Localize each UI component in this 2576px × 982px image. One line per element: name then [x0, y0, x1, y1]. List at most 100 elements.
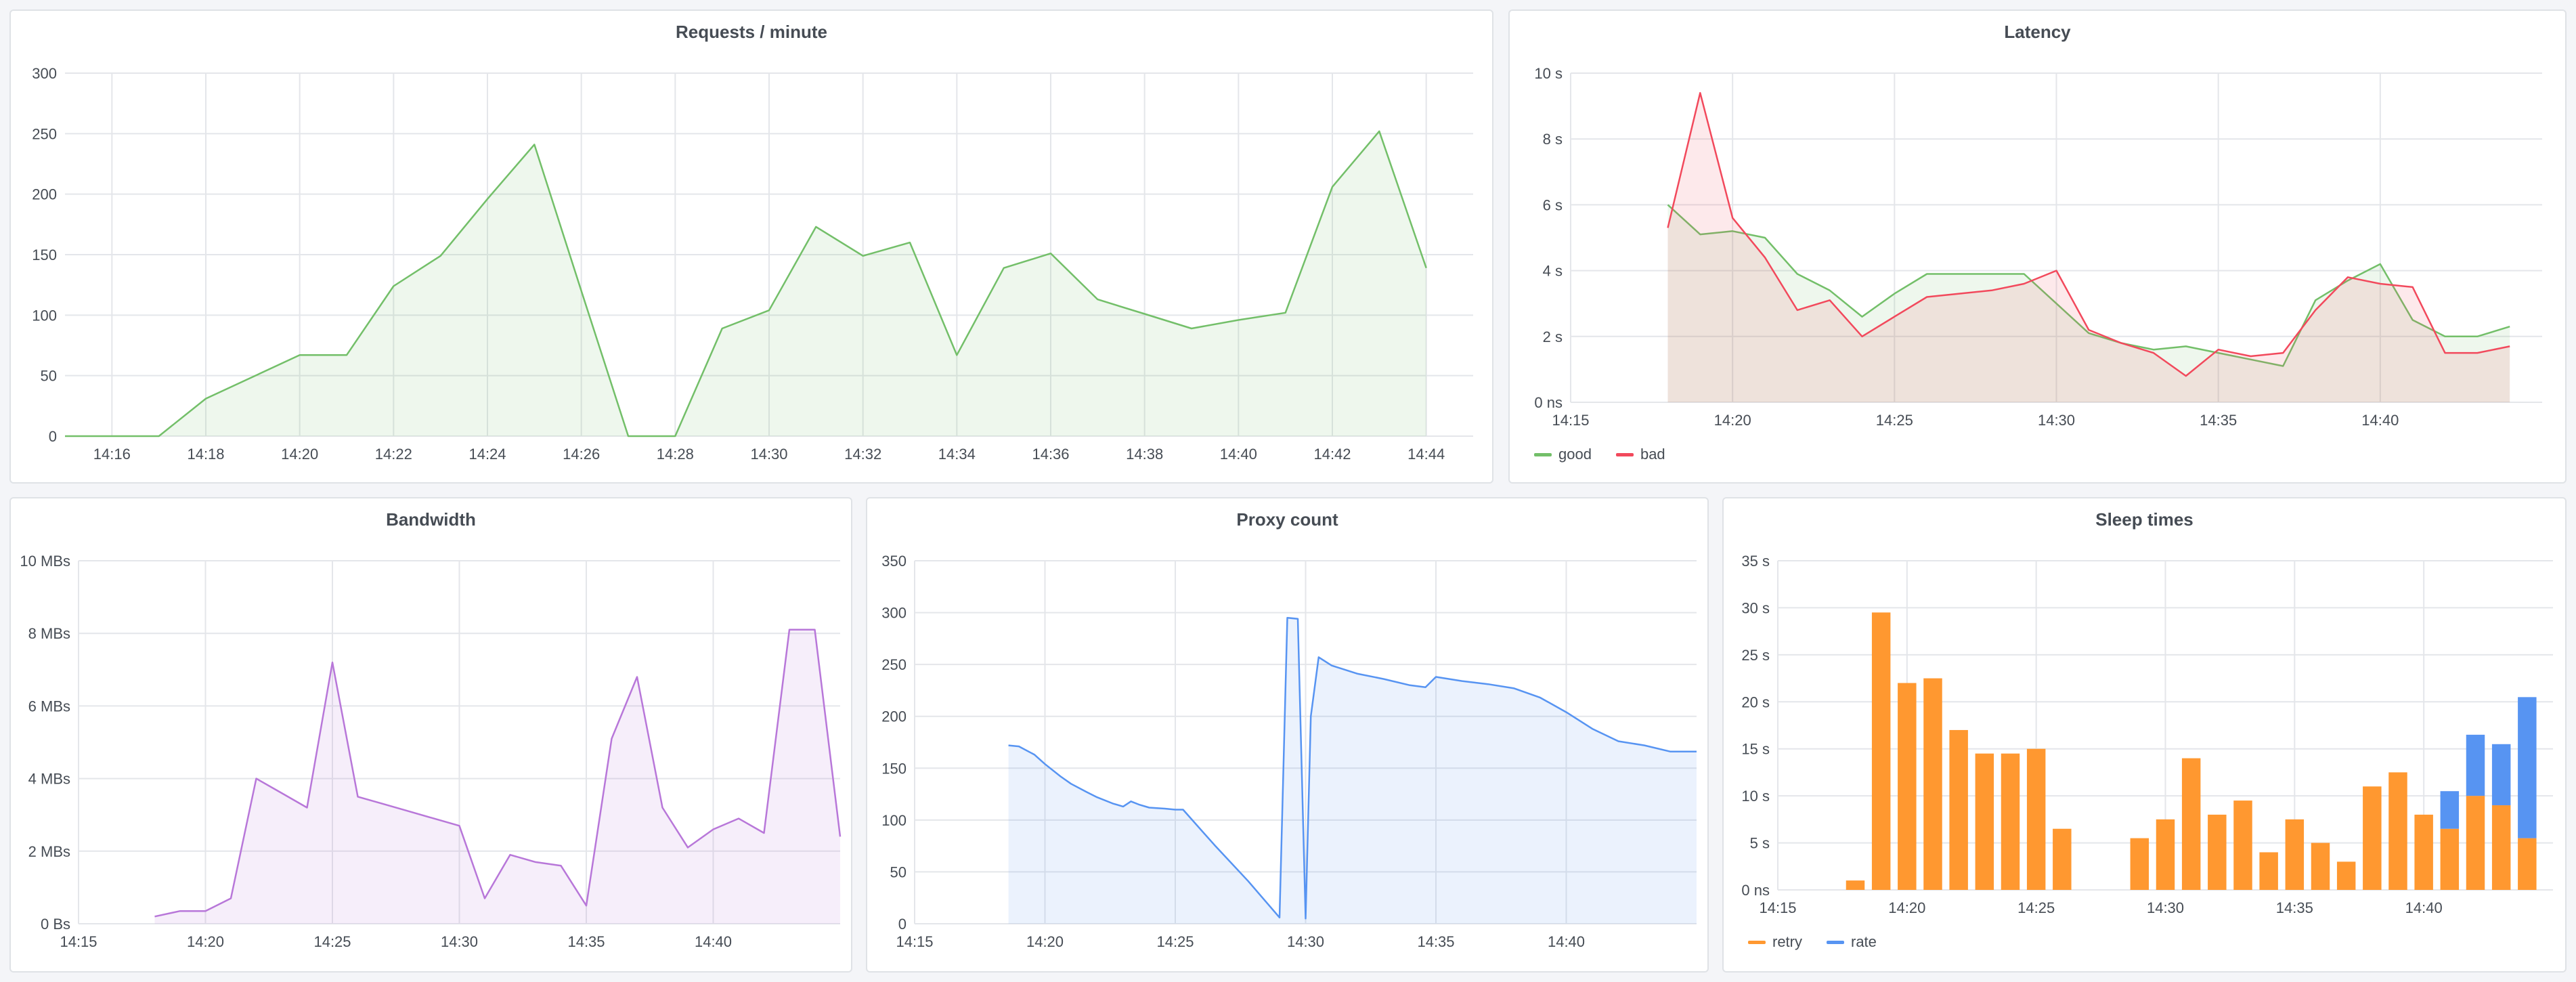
proxy-panel: Proxy count 0 50 100 150 200 250 300 350 14:15 14… — [866, 497, 1709, 973]
bar-retry[interactable] — [2285, 819, 2305, 890]
bar-retry[interactable] — [1975, 753, 1994, 890]
bar-retry[interactable] — [2518, 838, 2537, 890]
series-line-bad[interactable] — [1667, 91, 2510, 377]
bar-retry[interactable] — [1923, 678, 1942, 890]
proxy-chart: 0 50 100 150 200 250 300 350 14:15 14:20 14:25 14:3… — [881, 553, 1697, 950]
y-tick-label: 10 s — [1741, 788, 1770, 805]
legend: retry rate — [1748, 933, 1877, 951]
y-tick-label: 200 — [32, 186, 57, 203]
x-tick-label: 14:30 — [2147, 899, 2184, 916]
x-tick-label: 14:20 — [1026, 933, 1064, 950]
series-area — [65, 131, 1426, 437]
x-tick-label: 14:15 — [60, 933, 97, 950]
y-tick-label: 150 — [32, 247, 57, 263]
bar-rate[interactable] — [2466, 734, 2485, 796]
x-tick-label: 14:20 — [281, 446, 318, 463]
legend-label: bad — [1640, 446, 1665, 463]
bar-retry[interactable] — [1898, 683, 1917, 890]
legend-label: good — [1558, 446, 1592, 463]
bar-retry[interactable] — [1846, 880, 1865, 890]
y-tick-label: 0 — [49, 428, 57, 445]
bar-retry[interactable] — [2491, 805, 2511, 890]
y-tick-label: 6 s — [1543, 196, 1563, 213]
bar-retry[interactable] — [2001, 753, 2020, 890]
y-tick-label: 4 MBs — [28, 771, 70, 788]
bar-retry[interactable] — [2336, 861, 2356, 890]
x-tick-label: 14:30 — [441, 933, 478, 950]
x-tick-label: 14:26 — [563, 446, 600, 463]
series-line[interactable] — [154, 628, 842, 918]
x-tick-label: 14:36 — [1032, 446, 1069, 463]
panel-title: Sleep times — [2095, 509, 2193, 530]
x-tick-label: 14:25 — [313, 933, 351, 950]
bar-rate[interactable] — [2491, 744, 2511, 806]
x-tick-label: 14:20 — [1888, 899, 1925, 916]
x-tick-label: 14:15 — [896, 933, 933, 950]
bar-retry[interactable] — [2233, 800, 2252, 890]
bar-retry[interactable] — [2130, 838, 2149, 890]
series-line[interactable] — [65, 130, 1427, 437]
y-tick-label: 0 ns — [1534, 394, 1563, 411]
y-tick-label: 2 s — [1543, 328, 1563, 345]
bar-retry[interactable] — [2259, 852, 2278, 890]
x-tick-label: 14:35 — [1417, 933, 1454, 950]
bar-rate[interactable] — [2518, 697, 2537, 838]
y-tick-label: 10 MBs — [20, 553, 70, 570]
x-tick-label: 14:42 — [1313, 446, 1351, 463]
x-tick-label: 14:30 — [1287, 933, 1324, 950]
x-tick-label: 14:44 — [1407, 446, 1445, 463]
legend-swatch — [1827, 940, 1844, 944]
y-tick-label: 30 s — [1741, 599, 1770, 616]
y-tick-label: 100 — [881, 812, 907, 829]
legend-swatch — [1748, 940, 1766, 944]
series-area — [154, 629, 840, 924]
y-tick-label: 250 — [32, 125, 57, 142]
x-tick-label: 14:22 — [375, 446, 412, 463]
bar-retry[interactable] — [2311, 842, 2330, 890]
x-tick-label: 14:35 — [567, 933, 605, 950]
bar-retry[interactable] — [2414, 814, 2433, 890]
bar-retry[interactable] — [2053, 828, 2072, 890]
y-tick-label: 0 Bs — [41, 916, 70, 933]
y-tick-label: 50 — [890, 863, 907, 880]
x-tick-label: 14:28 — [657, 446, 694, 463]
y-tick-label: 6 MBs — [28, 698, 70, 714]
x-tick-label: 14:35 — [2200, 412, 2237, 429]
bar-retry[interactable] — [1871, 612, 1891, 890]
bandwidth-panel: Bandwidth 0 Bs 2 MBs 4 MBs 6 MBs 8 MBs 10 MBs… — [9, 497, 852, 973]
bar-retry[interactable] — [2026, 748, 2046, 890]
x-tick-label: 14:40 — [1548, 933, 1585, 950]
requests-chart: 0 50 100 150 200 250 300 14:16 14:18 14:20 14:22 14… — [32, 65, 1473, 463]
legend-item-good[interactable]: good — [1534, 446, 1592, 463]
series-line-good[interactable] — [1667, 204, 2510, 367]
x-tick-label: 14:16 — [93, 446, 131, 463]
bar-rate[interactable] — [2440, 791, 2460, 829]
legend-item-rate[interactable]: rate — [1827, 933, 1877, 951]
x-tick-label: 14:30 — [750, 446, 787, 463]
y-tick-label: 250 — [881, 656, 907, 673]
bar-retry[interactable] — [2181, 758, 2201, 890]
bar-retry[interactable] — [1949, 729, 1968, 890]
legend-item-bad[interactable]: bad — [1615, 446, 1665, 463]
series-line[interactable] — [1008, 616, 1697, 920]
bar-retry[interactable] — [2440, 828, 2460, 890]
bar-retry[interactable] — [2156, 819, 2175, 890]
legend-item-retry[interactable]: retry — [1748, 933, 1802, 951]
panel-title: Latency — [2004, 22, 2071, 42]
y-tick-label: 4 s — [1543, 263, 1563, 280]
bar-retry[interactable] — [2363, 786, 2382, 890]
bar-retry[interactable] — [2208, 814, 2227, 890]
x-tick-label: 14:35 — [2276, 899, 2313, 916]
bar-retry[interactable] — [2466, 796, 2485, 890]
y-tick-label: 0 — [898, 916, 907, 933]
y-tick-label: 8 MBs — [28, 625, 70, 642]
legend: good bad — [1534, 446, 1665, 463]
y-tick-label: 300 — [32, 65, 57, 82]
bar-retry[interactable] — [2388, 772, 2407, 890]
y-tick-label: 2 MBs — [28, 843, 70, 860]
y-tick-label: 25 s — [1741, 647, 1770, 664]
x-tick-label: 14:40 — [2361, 412, 2399, 429]
x-tick-label: 14:25 — [2017, 899, 2055, 916]
y-tick-label: 20 s — [1741, 693, 1770, 710]
series-area-good — [1667, 205, 2510, 402]
